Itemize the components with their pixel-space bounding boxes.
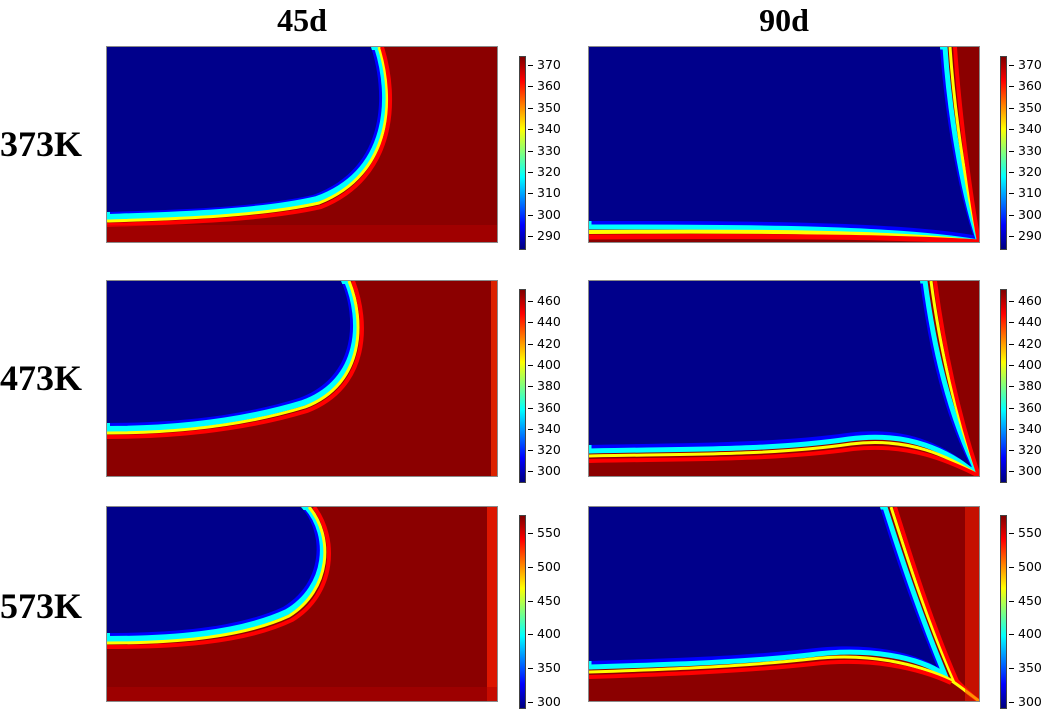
colorbar-tick-label: 350 xyxy=(528,99,561,115)
colorbar-tick-label: 300 xyxy=(528,463,561,479)
colorbar-tick-label: 290 xyxy=(528,228,561,244)
colorbar-tick-label: 300 xyxy=(1009,206,1042,222)
colorbar-tick-label: 350 xyxy=(528,660,561,676)
colorbar-tick-label: 320 xyxy=(528,442,561,458)
colorbar-tick-label: 450 xyxy=(528,592,561,608)
colorbar-tick-label: 360 xyxy=(528,78,561,94)
row-label-473k: 473K xyxy=(0,358,83,398)
colorbar-tick-label: 320 xyxy=(528,164,561,179)
colorbar-tick-label: 440 xyxy=(1009,314,1042,330)
colorbar-373k xyxy=(519,56,526,250)
colorbar-tick-label: 290 xyxy=(1009,228,1042,244)
colorbar-tick-label: 340 xyxy=(1009,121,1042,137)
colorbar-tick-label: 350 xyxy=(1009,660,1042,676)
colorbar-ticks-573k-45d: 550 500 450 400 350 300 xyxy=(528,515,587,709)
colorbar-ticks-373k-45d: 370 360 350 340 330 320 310 300 290 xyxy=(528,56,587,250)
colorbar-tick-label: 330 xyxy=(528,142,561,158)
colorbar-tick-label: 310 xyxy=(528,185,561,201)
heatmap-panel-473k-45d xyxy=(106,280,498,477)
heatmap-panel-373k-90d xyxy=(588,46,980,243)
colorbar-tick-label: 420 xyxy=(528,335,561,351)
colorbar-ticks-373k-90d: 370 360 350 340 330 320 310 300 290 xyxy=(1009,56,1052,250)
colorbar-tick-label: 450 xyxy=(1009,592,1042,608)
colorbar-tick-label: 330 xyxy=(1009,142,1042,158)
colorbar-tick-label: 300 xyxy=(528,694,561,709)
colorbar-tick-label: 380 xyxy=(1009,378,1042,394)
colorbar-tick-label: 350 xyxy=(1009,99,1042,115)
colorbar-tick-label: 500 xyxy=(528,558,561,574)
colorbar-tick-label: 360 xyxy=(1009,399,1042,415)
heatmap-panel-373k-45d xyxy=(106,46,498,243)
row-label-373k: 373K xyxy=(0,124,83,164)
colorbar-ticks-573k-90d: 550 500 450 400 350 300 xyxy=(1009,515,1052,709)
colorbar-573k xyxy=(519,515,526,709)
colorbar-tick-label: 500 xyxy=(1009,558,1042,574)
colorbar-tick-label: 320 xyxy=(1009,164,1042,179)
colorbar-tick-label: 340 xyxy=(1009,420,1042,436)
heatmap-panel-473k-90d xyxy=(588,280,980,477)
colorbar-tick-label: 460 xyxy=(1009,293,1042,308)
colorbar-tick-label: 550 xyxy=(528,525,561,540)
colorbar-tick-label: 400 xyxy=(528,356,561,372)
colorbar-ticks-473k-45d: 460 440 420 400 380 360 340 320 300 xyxy=(528,289,587,483)
column-title-45d: 45d xyxy=(277,2,327,38)
column-title-90d: 90d xyxy=(759,2,809,38)
colorbar-tick-label: 340 xyxy=(528,420,561,436)
colorbar-tick-label: 370 xyxy=(1009,57,1042,72)
colorbar-tick-label: 340 xyxy=(528,121,561,137)
row-label-573k: 573K xyxy=(0,586,83,626)
colorbar-tick-label: 380 xyxy=(528,378,561,394)
colorbar-473k-90d xyxy=(1000,289,1007,483)
colorbar-tick-label: 400 xyxy=(1009,626,1042,642)
colorbar-573k-90d xyxy=(1000,515,1007,709)
colorbar-tick-label: 460 xyxy=(528,293,561,308)
colorbar-tick-label: 360 xyxy=(528,399,561,415)
colorbar-ticks-473k-90d: 460 440 420 400 380 360 340 320 300 xyxy=(1009,289,1052,483)
colorbar-tick-label: 370 xyxy=(528,57,561,72)
cold-core xyxy=(107,47,380,212)
colorbar-tick-label: 310 xyxy=(1009,185,1042,201)
colorbar-tick-label: 300 xyxy=(528,206,561,222)
colorbar-tick-label: 420 xyxy=(1009,335,1042,351)
colorbar-tick-label: 360 xyxy=(1009,78,1042,94)
colorbar-tick-label: 400 xyxy=(1009,356,1042,372)
colorbar-tick-label: 550 xyxy=(1009,525,1042,540)
colorbar-tick-label: 300 xyxy=(1009,463,1042,479)
colorbar-tick-label: 400 xyxy=(528,626,561,642)
colorbar-tick-label: 440 xyxy=(528,314,561,330)
colorbar-tick-label: 320 xyxy=(1009,442,1042,458)
heatmap-panel-573k-90d xyxy=(588,506,980,702)
colorbar-373k-90d xyxy=(1000,56,1007,250)
heatmap-panel-573k-45d xyxy=(106,506,498,702)
colorbar-tick-label: 300 xyxy=(1009,694,1042,709)
colorbar-473k xyxy=(519,289,526,483)
